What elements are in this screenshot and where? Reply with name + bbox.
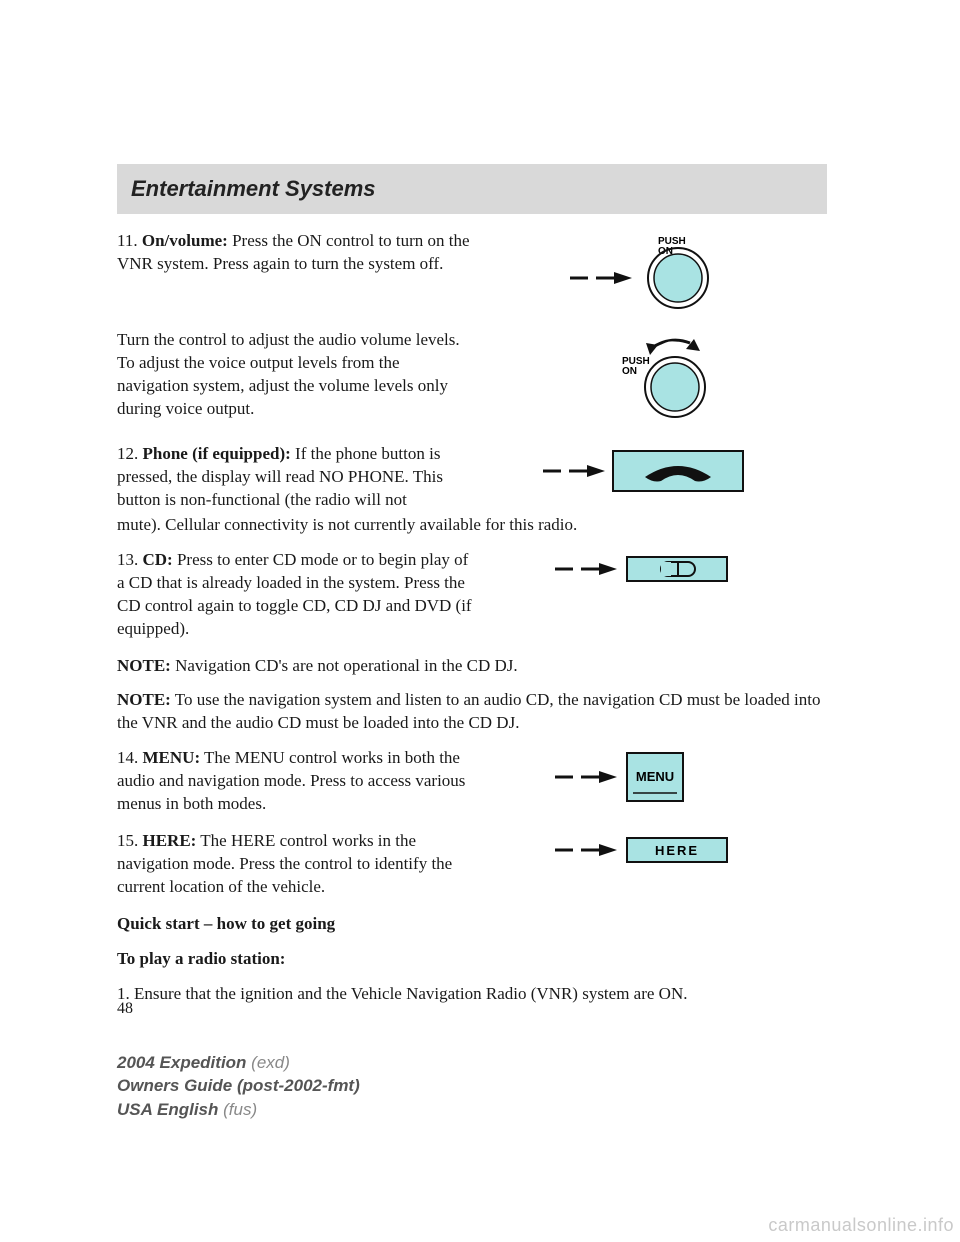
item-12-row: 12. Phone (if equipped): If the phone bu… — [117, 443, 827, 512]
item-11-num: 11. — [117, 231, 138, 250]
footer-lang: USA English — [117, 1100, 223, 1119]
content-area: 11. On/volume: Press the ON control to t… — [117, 230, 827, 1018]
figure-on-knob: PUSH ON — [472, 230, 827, 315]
knob-icon — [654, 254, 702, 302]
here-btn-svg: HERE — [535, 830, 765, 875]
footer: 2004 Expedition (exd) Owners Guide (post… — [117, 1051, 360, 1122]
figure-cd — [472, 549, 827, 594]
page: Entertainment Systems 11. On/volume: Pre… — [0, 0, 960, 1242]
note1-label: NOTE: — [117, 656, 171, 675]
on-label-2: ON — [622, 366, 637, 377]
item-11-label: On/volume: — [142, 231, 228, 250]
item-12-label: Phone (if equipped): — [143, 444, 291, 463]
quick-start-heading: Quick start – how to get going — [117, 913, 827, 936]
item-14-num: 14. — [117, 748, 138, 767]
note1-body: Navigation CD's are not operational in t… — [171, 656, 518, 675]
menu-label: MENU — [635, 769, 673, 784]
footer-code3: (fus) — [223, 1100, 257, 1119]
menu-btn-svg: MENU — [535, 747, 765, 812]
item-13-label: CD: — [143, 550, 173, 569]
page-number: 48 — [117, 1000, 133, 1018]
figure-phone — [472, 443, 827, 498]
item-14-row: 14. MENU: The MENU control works in both… — [117, 747, 827, 816]
item-15-text: 15. HERE: The HERE control works in the … — [117, 830, 472, 899]
figure-volume-knob: PUSH ON — [472, 329, 827, 429]
on-knob-svg: PUSH ON — [550, 230, 750, 315]
item-13-text: 13. CD: Press to enter CD mode or to beg… — [117, 549, 472, 641]
item-11-row1: 11. On/volume: Press the ON control to t… — [117, 230, 827, 315]
step-1: 1. Ensure that the ignition and the Vehi… — [117, 983, 827, 1006]
note2-body: To use the navigation system and listen … — [117, 690, 820, 732]
item-11-text1: 11. On/volume: Press the ON control to t… — [117, 230, 472, 276]
item-12-cont: mute). Cellular connectivity is not curr… — [117, 514, 827, 537]
cd-btn-svg — [535, 549, 765, 594]
figure-here: HERE — [472, 830, 827, 875]
item-11-text2: Turn the control to adjust the audio vol… — [117, 329, 472, 421]
note-1: NOTE: Navigation CD's are not operationa… — [117, 655, 827, 678]
watermark: carmanualsonline.info — [768, 1215, 954, 1236]
note-2: NOTE: To use the navigation system and l… — [117, 689, 827, 735]
footer-line-2: Owners Guide (post-2002-fmt) — [117, 1074, 360, 1098]
footer-model: 2004 Expedition — [117, 1053, 251, 1072]
note2-label: NOTE: — [117, 690, 171, 709]
item-14-label: MENU: — [143, 748, 201, 767]
item-15-label: HERE: — [143, 831, 197, 850]
item-15-row: 15. HERE: The HERE control works in the … — [117, 830, 827, 899]
footer-line-1: 2004 Expedition (exd) — [117, 1051, 360, 1075]
section-header: Entertainment Systems — [117, 164, 827, 214]
item-11-row2: Turn the control to adjust the audio vol… — [117, 329, 827, 429]
phone-btn-svg — [535, 443, 765, 498]
volume-knob-svg: PUSH ON — [550, 329, 750, 429]
volume-knob-icon — [651, 363, 699, 411]
item-12-num: 12. — [117, 444, 138, 463]
item-14-text: 14. MENU: The MENU control works in both… — [117, 747, 472, 816]
play-radio-heading: To play a radio station: — [117, 948, 827, 971]
item-15-num: 15. — [117, 831, 138, 850]
here-label: HERE — [654, 843, 698, 858]
item-12-text: 12. Phone (if equipped): If the phone bu… — [117, 443, 472, 512]
figure-menu: MENU — [472, 747, 827, 812]
footer-code1: (exd) — [251, 1053, 290, 1072]
item-13-num: 13. — [117, 550, 138, 569]
item-13-row: 13. CD: Press to enter CD mode or to beg… — [117, 549, 827, 641]
section-title: Entertainment Systems — [131, 176, 376, 202]
footer-line-3: USA English (fus) — [117, 1098, 360, 1122]
